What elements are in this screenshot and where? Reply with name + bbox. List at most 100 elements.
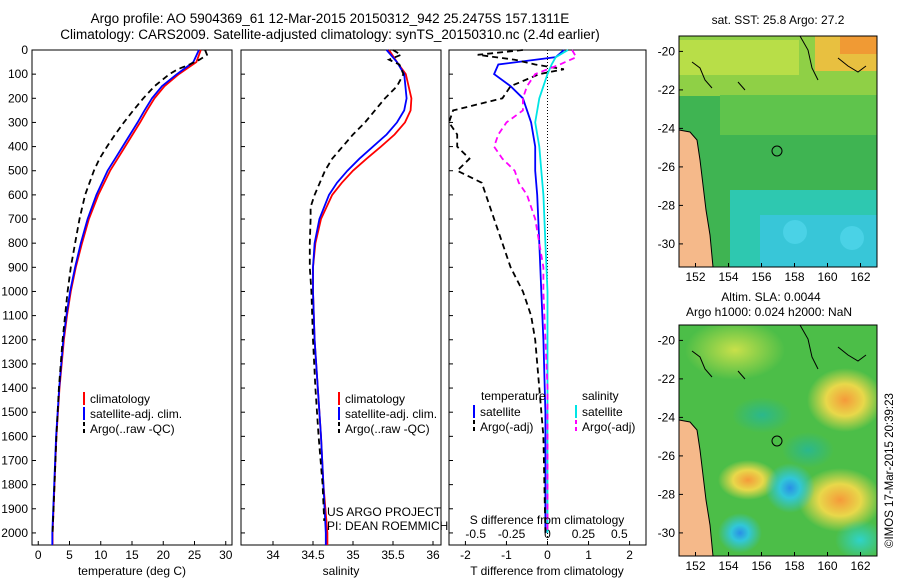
temperature-axis-ticks: 0 5 10 15 20 25 30 (35, 541, 233, 562)
lon-tick-label: 158 (784, 559, 804, 573)
difference-axis-ticks: -2 -1 0 1 2 -0.5 -0.25 0 0.25 0.5 (460, 527, 633, 562)
legend-label-sal-satellite: satellite (582, 405, 623, 419)
temperature-panel: 0100200300400500600700800900100011001200… (1, 43, 453, 578)
sla-high-anomaly (685, 325, 785, 380)
lat-tick-label: -22 (658, 83, 676, 97)
sla-low-anomaly (765, 463, 815, 513)
sst-cold-spot (783, 220, 807, 244)
x-tick-label: 0 (35, 548, 42, 562)
depth-tick-label: 1900 (1, 502, 28, 516)
depth-axis-ticks: 0 100 200 300 400 500 600 700 800 900 1000 1100 1200… (1, 43, 453, 540)
depth-tick-label: 400 (8, 140, 28, 154)
depth-tick-label: 500 (8, 164, 28, 178)
legend-label-argo: Argo(..raw -QC) (345, 422, 430, 436)
sla-high-anomaly (807, 368, 877, 432)
lat-tick-label: -30 (658, 237, 676, 251)
x-tick-label: 2 (626, 548, 633, 562)
depth-tick-label: 800 (8, 236, 28, 250)
australia-coast-land (679, 129, 714, 267)
lat-tick-label: -30 (658, 526, 676, 540)
top-tick-label: 0.25 (572, 527, 596, 541)
difference-panel: -2 -1 0 1 2 -0.5 -0.25 0 0.25 0.5 S difference fr… (448, 49, 647, 578)
reef-outlines (691, 325, 867, 380)
australia-coast-land (679, 419, 714, 556)
series-line-satellite-adj-clim (51, 49, 200, 545)
legend-label-climatology: climatology (90, 392, 150, 406)
lat-tick-label: -24 (658, 410, 676, 424)
x-tick-label: 25 (188, 548, 202, 562)
salinity-axis-ticks: 34 34.5 35 35.5 36 (266, 541, 440, 562)
legend-label-temp-argo: Argo(-adj) (480, 420, 533, 434)
salinity-series (308, 49, 413, 545)
x-tick-label: 35 (346, 548, 360, 562)
sst-map-ticks: 152 154 156 158 160 162 -20 -22 -24 -26 -28 -30 (658, 44, 871, 284)
sla-low-anomaly (782, 432, 834, 468)
sla-map-frame (678, 324, 878, 557)
lon-tick-label: 152 (685, 270, 705, 284)
series-line-argo-raw-qc (51, 49, 209, 533)
credit-project: US ARGO PROJECT (327, 505, 442, 519)
legend-label-argo: Argo(..raw -QC) (90, 422, 175, 436)
sst-warm-patch (679, 40, 799, 75)
series-line-argo-raw-qc (308, 49, 405, 521)
x-tick-label: -2 (460, 548, 471, 562)
legend-label-climatology: climatology (345, 392, 405, 406)
series-line-salinity-argo-adj (493, 49, 578, 533)
plot-title-line2: Climatology: CARS2009. Satellite-adjuste… (60, 27, 600, 42)
x-tick-label: 0 (544, 548, 551, 562)
depth-tick-label: 1700 (1, 453, 28, 467)
x-tick-label: -1 (501, 548, 512, 562)
depth-tick-label: 700 (8, 212, 28, 226)
legend-label-satellite: satellite-adj. clim. (345, 407, 437, 421)
lat-tick-label: -26 (658, 160, 676, 174)
lon-tick-label: 154 (718, 270, 738, 284)
series-line-climatology (51, 49, 202, 545)
sst-map: sat. SST: 25.8 Argo: 27.2 152 154 156 158 16… (658, 13, 878, 284)
lat-tick-label: -22 (658, 372, 676, 386)
x-tick-label: 36 (426, 548, 440, 562)
salinity-panel: 34 34.5 35 35.5 36 salinity climatology sate… (240, 49, 448, 578)
lon-tick-label: 160 (817, 270, 837, 284)
difference-legend: temperature salinity satellite Argo(-adj… (473, 389, 635, 434)
depth-tick-label: 1200 (1, 333, 28, 347)
s-difference-axis-label: S difference from climatology (470, 513, 625, 527)
x-tick-label: 15 (125, 548, 139, 562)
lat-tick-label: -24 (658, 121, 676, 135)
difference-series (448, 49, 578, 533)
lat-tick-label: -20 (658, 333, 676, 347)
temperature-legend: climatology satellite-adj. clim. Argo(..… (83, 392, 182, 436)
legend-header-temperature: temperature (481, 389, 546, 403)
sla-high-anomaly (798, 468, 877, 532)
series-line-temperature-satellite (492, 49, 565, 533)
lon-tick-label: 158 (784, 270, 804, 284)
x-tick-label: 30 (219, 548, 233, 562)
depth-tick-label: 600 (8, 188, 28, 202)
depth-tick-label: 2000 (1, 526, 28, 540)
lon-tick-label: 162 (850, 559, 870, 573)
x-tick-label: 20 (157, 548, 171, 562)
sla-low-anomaly (718, 513, 762, 553)
series-line-salinity-satellite (534, 49, 569, 533)
legend-header-salinity: salinity (582, 389, 619, 403)
lon-tick-label: 152 (685, 559, 705, 573)
temperature-axis-label: temperature (deg C) (78, 564, 186, 578)
depth-tick-label: 1600 (1, 429, 28, 443)
x-tick-label: 1 (585, 548, 592, 562)
depth-tick-label: 1500 (1, 405, 28, 419)
depth-tick-label: 0 (21, 43, 28, 57)
series-line-satellite-adj-clim (312, 49, 408, 545)
t-difference-axis-label: T difference from climatology (470, 564, 624, 578)
sst-mid-band (720, 95, 877, 135)
sst-map-title: sat. SST: 25.8 Argo: 27.2 (712, 13, 845, 27)
legend-label-satellite: satellite-adj. clim. (90, 407, 182, 421)
legend-label-sal-argo: Argo(-adj) (582, 420, 635, 434)
argo-location-marker (771, 435, 783, 447)
lat-tick-label: -26 (658, 449, 676, 463)
sla-map-title: Altim. SLA: 0.0044 (721, 290, 821, 304)
x-tick-label: 10 (94, 548, 108, 562)
series-line-climatology (312, 49, 413, 545)
sla-map: Altim. SLA: 0.0044 Argo h1000: 0.024 h20… (658, 290, 878, 573)
x-tick-label: 5 (66, 548, 73, 562)
sst-cold-spot (840, 226, 864, 250)
